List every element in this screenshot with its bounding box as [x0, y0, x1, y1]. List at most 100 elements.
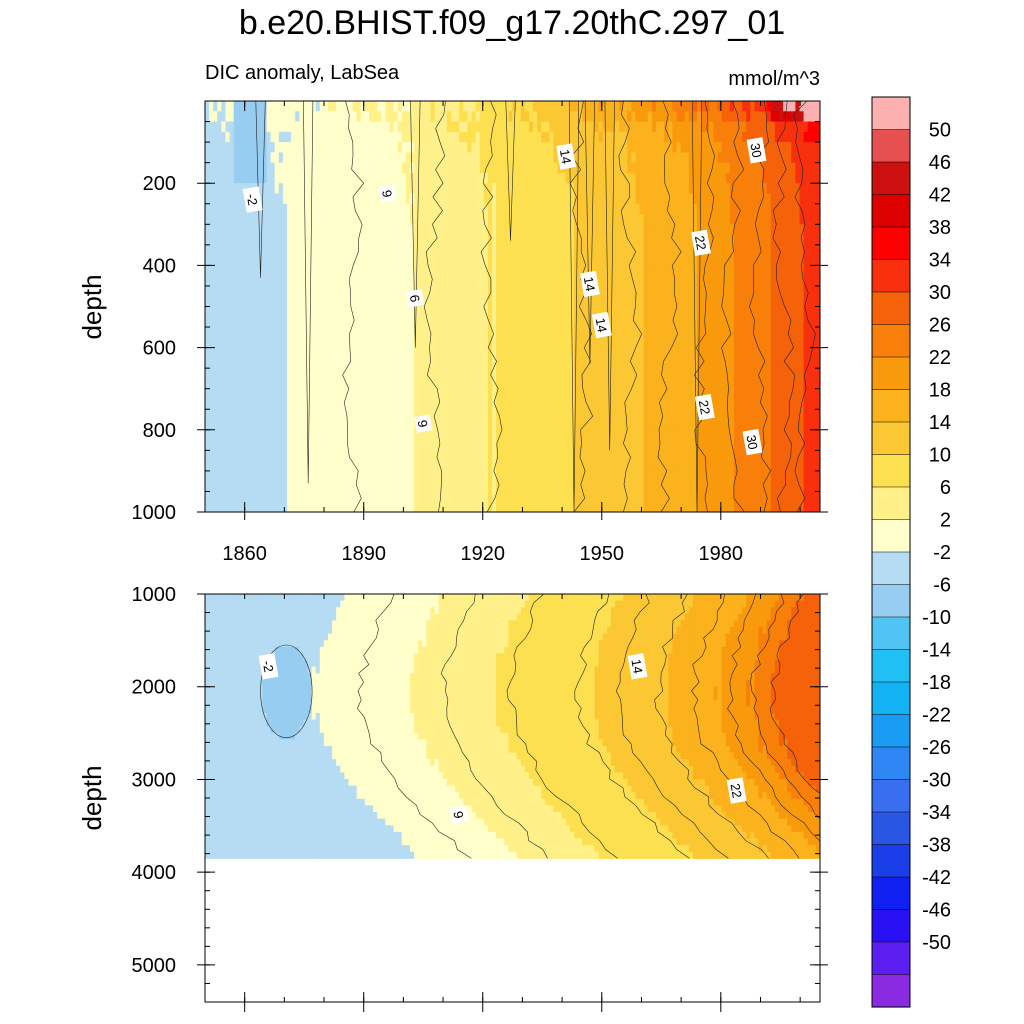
- field-cell: [369, 491, 374, 503]
- field-cell: [344, 193, 350, 205]
- field-cell: [311, 152, 317, 164]
- field-cell: [323, 234, 329, 246]
- field-cell: [508, 172, 514, 184]
- field-cell: [660, 234, 665, 246]
- field-cell: [668, 450, 673, 462]
- field-cell: [688, 357, 694, 369]
- field-cell: [557, 440, 563, 451]
- field-cell: [287, 419, 292, 431]
- field-cell: [422, 244, 427, 256]
- field-cell: [623, 265, 628, 277]
- field-cell: [205, 214, 210, 225]
- field-cell: [697, 491, 702, 503]
- field-cell: [631, 152, 637, 164]
- field-cell: [237, 244, 243, 256]
- field-cell: [528, 440, 534, 451]
- field-cell: [258, 501, 263, 512]
- field-cell: [299, 275, 304, 287]
- field-cell: [430, 501, 436, 512]
- field-cell: [328, 481, 333, 493]
- field-cell: [438, 255, 444, 266]
- field-cell: [557, 357, 563, 369]
- field-cell: [270, 131, 276, 143]
- field-cell: [430, 255, 436, 266]
- field-cell: [578, 152, 583, 164]
- field-cell: [381, 296, 386, 308]
- field-cell: [684, 316, 690, 328]
- field-cell: [594, 121, 600, 133]
- field-cell: [430, 172, 436, 184]
- field-cell: [307, 162, 313, 174]
- field-cell: [709, 306, 714, 318]
- field-cell: [627, 224, 632, 236]
- field-cell: [504, 327, 509, 338]
- field-cell: [541, 265, 546, 277]
- field-cell: [643, 234, 649, 246]
- field-cell: [623, 501, 628, 512]
- field-cell: [528, 501, 534, 512]
- field-cell: [598, 501, 604, 512]
- field-cell: [426, 450, 432, 462]
- field-cell: [602, 244, 608, 256]
- field-cell: [561, 429, 567, 441]
- field-cell: [295, 481, 300, 493]
- field-cell: [500, 111, 505, 123]
- field-cell: [328, 203, 333, 215]
- field-cell: [213, 131, 218, 143]
- field-cell: [299, 265, 304, 277]
- field-cell: [561, 481, 567, 493]
- field-cell: [500, 101, 505, 112]
- field-cell: [487, 398, 493, 410]
- field-cell: [479, 440, 485, 451]
- field-cell: [602, 450, 608, 462]
- field-cell: [430, 450, 436, 462]
- field-cell: [233, 409, 239, 421]
- field-cell: [225, 172, 231, 184]
- field-cell: [209, 337, 214, 349]
- field-cell: [487, 142, 493, 153]
- field-cell: [676, 481, 682, 493]
- field-cell: [426, 111, 432, 123]
- field-cell: [528, 337, 534, 349]
- field-cell: [639, 481, 645, 493]
- field-cell: [377, 368, 382, 380]
- field-cell: [598, 244, 604, 256]
- field-cell: [348, 285, 354, 297]
- field-cell: [520, 203, 526, 215]
- field-cell: [323, 296, 329, 308]
- field-cell: [209, 378, 214, 390]
- field-cell: [533, 450, 538, 462]
- field-cell: [586, 111, 591, 123]
- field-cell: [303, 398, 309, 410]
- field-cell: [643, 501, 649, 512]
- field-cell: [336, 337, 341, 349]
- field-cell: [332, 111, 337, 123]
- field-cell: [619, 285, 624, 297]
- field-cell: [344, 440, 350, 451]
- field-cell: [205, 316, 210, 328]
- field-cell: [537, 347, 542, 359]
- field-cell: [291, 101, 296, 112]
- field-cell: [323, 337, 329, 349]
- field-cell: [467, 224, 473, 236]
- field-cell: [205, 101, 210, 112]
- field-cell: [221, 388, 227, 400]
- field-cell: [606, 296, 612, 308]
- field-cell: [697, 275, 702, 287]
- field-cell: [258, 255, 263, 266]
- field-cell: [328, 275, 333, 287]
- field-cell: [442, 378, 448, 390]
- field-cell: [684, 224, 690, 236]
- field-cell: [459, 296, 464, 308]
- field-cell: [623, 347, 628, 359]
- field-cell: [328, 101, 333, 112]
- field-cell: [381, 162, 386, 174]
- field-cell: [483, 460, 489, 472]
- field-cell: [254, 142, 259, 153]
- field-cell: [303, 440, 309, 451]
- field-cell: [713, 183, 719, 195]
- field-cell: [270, 142, 276, 153]
- field-cell: [270, 193, 276, 205]
- field-cell: [582, 409, 587, 421]
- field-cell: [303, 234, 309, 246]
